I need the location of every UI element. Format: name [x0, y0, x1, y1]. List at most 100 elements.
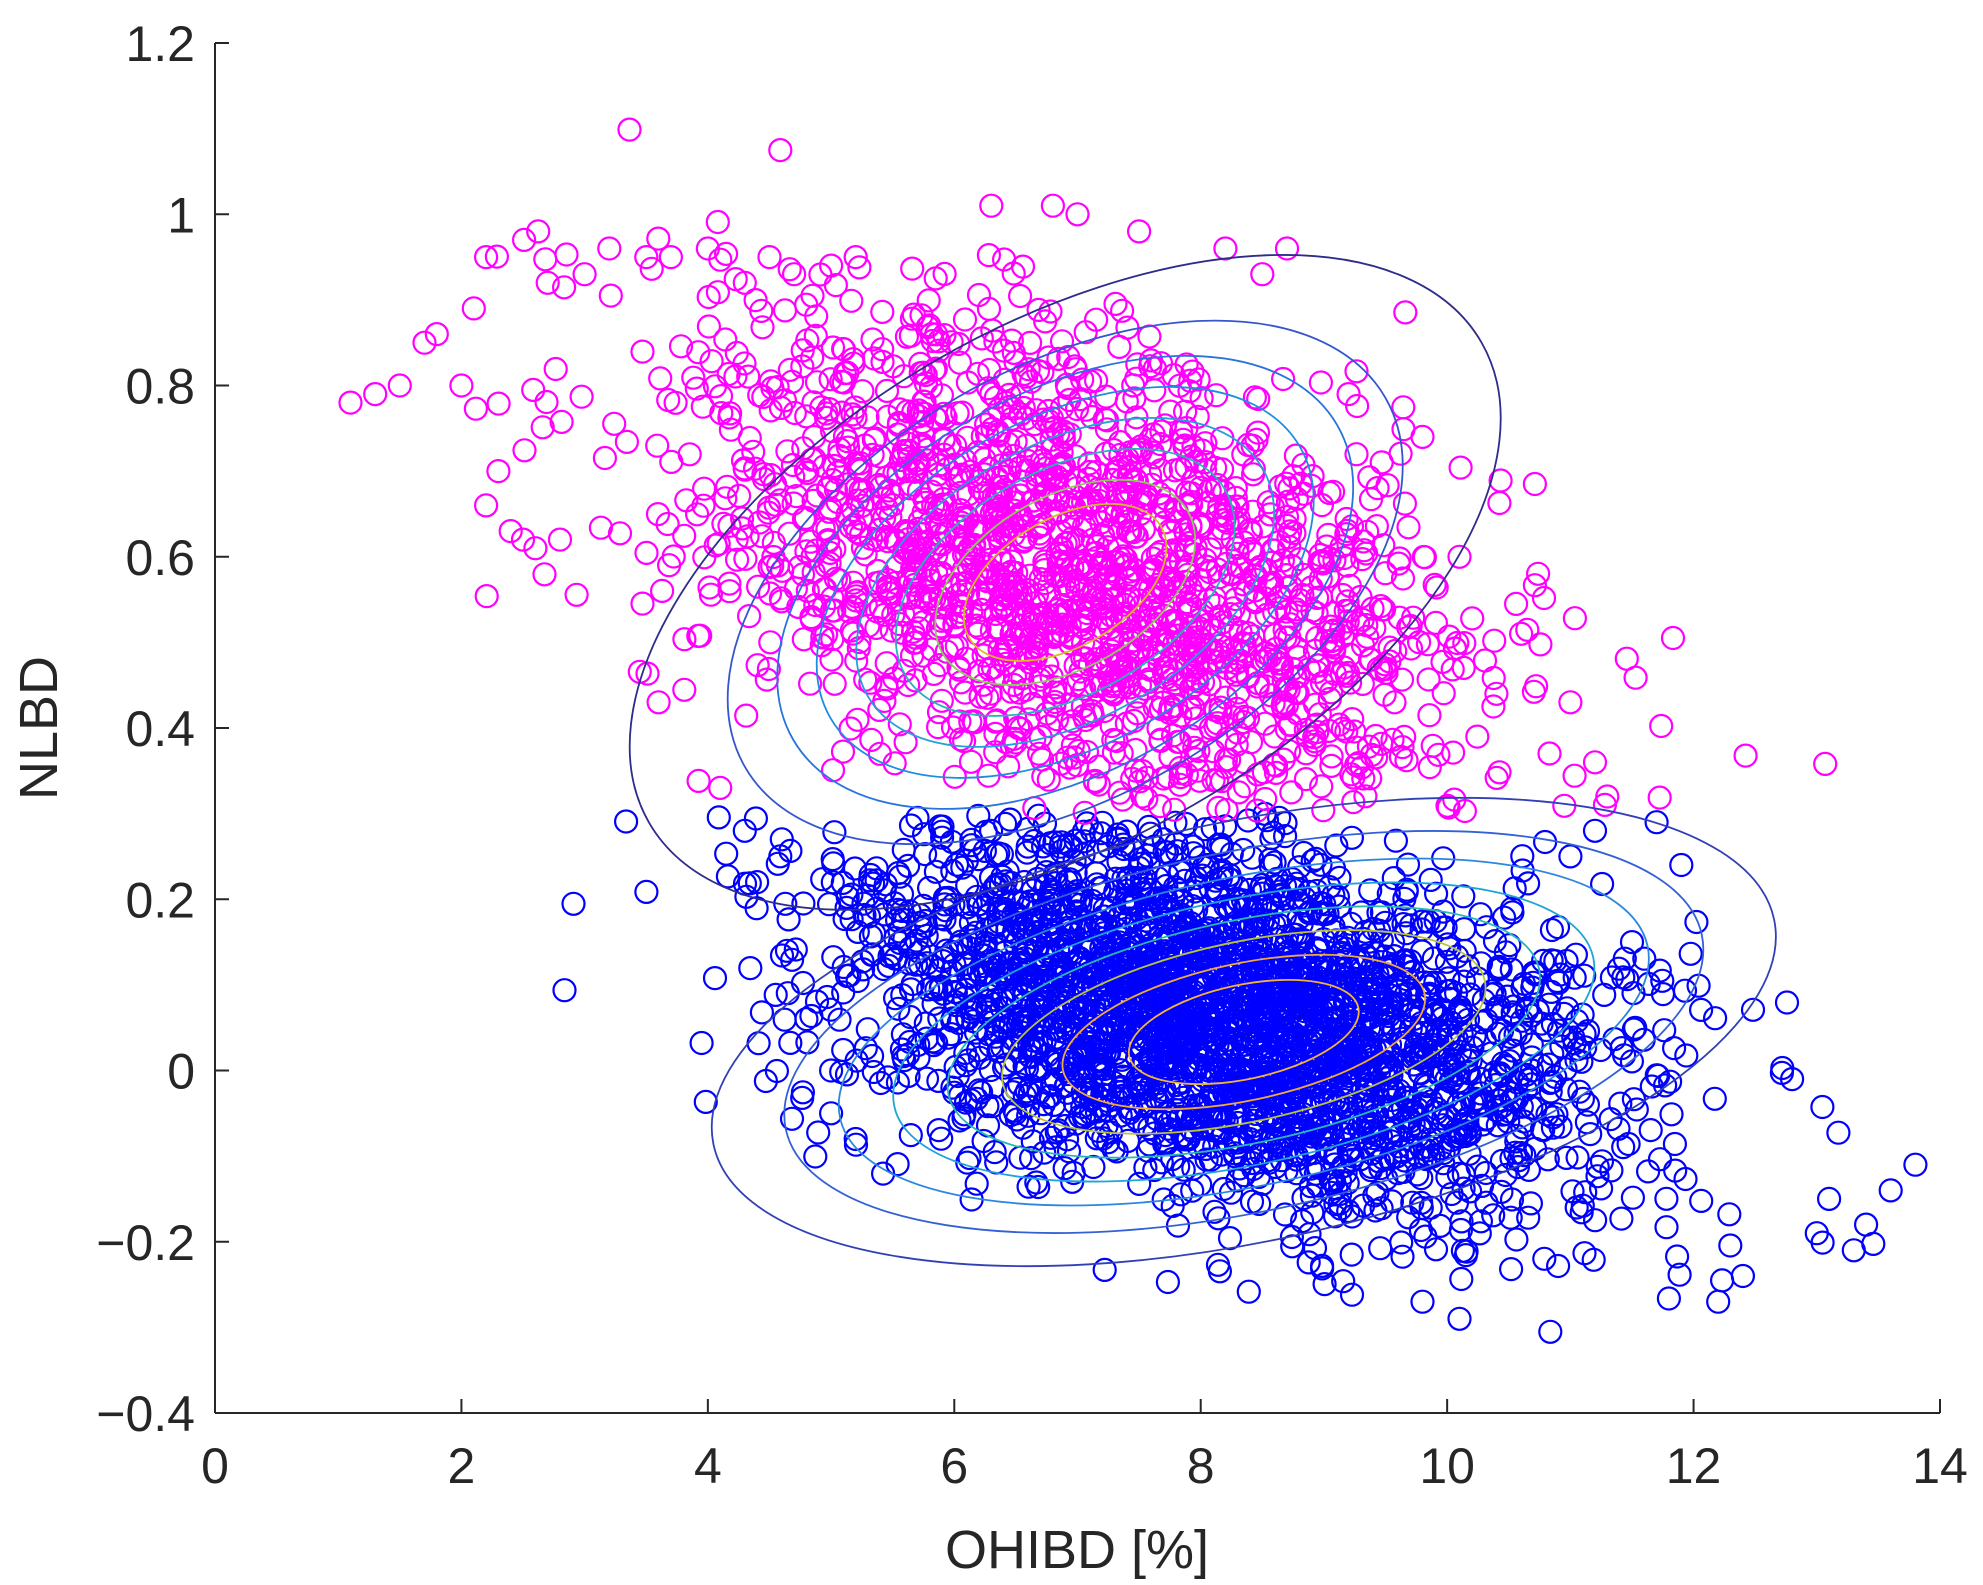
contour-lower-level-6: [837, 857, 1650, 1207]
point-lower-cluster-outlier: [1669, 852, 1694, 878]
point-upper-cluster: [1304, 585, 1330, 611]
point-lower-cluster: [1154, 840, 1180, 865]
point-upper-cluster: [844, 584, 869, 609]
point-lower-cluster: [1024, 1170, 1049, 1195]
point-lower-cluster: [1076, 991, 1102, 1016]
point-lower-cluster: [1573, 1180, 1598, 1205]
point-upper-cluster: [838, 716, 863, 741]
point-lower-cluster: [1572, 963, 1597, 988]
point-lower-cluster: [1718, 1233, 1743, 1258]
point-lower-cluster: [851, 891, 876, 916]
point-upper-cluster: [1391, 395, 1416, 420]
point-upper-cluster: [1277, 534, 1302, 559]
point-upper-cluster: [1353, 541, 1379, 566]
point-upper-cluster: [1197, 672, 1222, 697]
point-upper-cluster: [1085, 476, 1111, 501]
point-lower-cluster: [1263, 1060, 1288, 1085]
point-lower-cluster: [1269, 981, 1294, 1007]
point-upper-cluster: [791, 627, 816, 652]
point-upper-cluster: [1208, 695, 1233, 720]
point-lower-cluster: [891, 837, 916, 863]
x-axis-ticks: 0 2 4 6 8 10 12 14: [201, 1399, 1968, 1494]
point-lower-cluster: [1256, 1034, 1281, 1059]
point-upper-cluster: [1232, 632, 1257, 657]
point-lower-cluster: [689, 1030, 714, 1056]
point-upper-cluster: [1032, 549, 1057, 574]
point-upper-cluster: [899, 306, 925, 331]
point-upper-cluster: [870, 349, 895, 374]
point-lower-cluster: [1350, 926, 1376, 951]
point-upper-cluster: [911, 360, 936, 385]
point-lower-cluster: [1509, 1061, 1534, 1087]
point-lower-cluster: [1164, 1072, 1189, 1098]
point-lower-cluster: [1007, 1072, 1032, 1097]
point-upper-cluster: [777, 257, 802, 282]
point-lower-cluster: [897, 899, 922, 924]
point-lower-cluster: [1490, 1102, 1515, 1127]
point-lower-cluster: [1182, 879, 1207, 904]
point-upper-cluster: [802, 446, 827, 471]
point-upper-cluster: [1253, 674, 1278, 699]
y-tick-label: −0.2: [96, 1215, 195, 1271]
point-upper-cluster: [801, 390, 826, 415]
point-upper-cluster: [1174, 416, 1199, 441]
point-lower-cluster: [1491, 905, 1517, 930]
point-lower-cluster: [1284, 1161, 1309, 1186]
point-lower-cluster: [1071, 1035, 1097, 1060]
point-upper-cluster: [991, 247, 1017, 272]
point-lower-cluster: [1252, 1062, 1277, 1087]
point-lower-cluster: [1472, 1028, 1497, 1053]
point-upper-cluster: [745, 653, 770, 678]
point-lower-cluster: [964, 1171, 989, 1196]
point-upper-cluster-outlier: [474, 493, 499, 518]
point-lower-cluster: [1096, 1130, 1121, 1155]
point-upper-cluster: [533, 247, 558, 272]
x-tick-label: 8: [1187, 1438, 1215, 1494]
point-upper-cluster-outlier: [634, 245, 659, 270]
point-lower-cluster: [1546, 1018, 1572, 1043]
point-upper-cluster: [1417, 703, 1442, 728]
point-upper-cluster: [813, 622, 839, 647]
point-lower-cluster: [1232, 1004, 1258, 1029]
point-upper-cluster: [1121, 708, 1147, 734]
point-upper-cluster: [975, 685, 1000, 710]
point-lower-cluster: [1186, 1134, 1211, 1160]
point-upper-cluster: [1026, 297, 1051, 322]
point-lower-cluster: [1543, 948, 1568, 974]
point-upper-cluster: [530, 415, 555, 440]
point-upper-cluster: [870, 299, 895, 324]
point-lower-cluster: [1572, 1241, 1597, 1266]
point-upper-cluster: [1660, 625, 1686, 651]
point-upper-cluster: [1263, 760, 1289, 786]
point-upper-cluster: [933, 492, 958, 517]
point-lower-cluster: [1184, 1110, 1209, 1135]
point-lower-cluster: [871, 956, 896, 982]
point-upper-cluster: [1225, 637, 1251, 663]
point-upper-cluster: [1291, 481, 1317, 506]
point-upper-cluster: [1145, 542, 1171, 567]
point-upper-cluster: [1026, 741, 1052, 766]
point-lower-cluster: [1639, 1074, 1664, 1099]
point-lower-cluster: [1514, 998, 1539, 1024]
point-upper-cluster-outlier: [486, 459, 511, 484]
point-upper-cluster: [904, 630, 929, 655]
point-lower-cluster: [947, 1108, 972, 1133]
point-lower-cluster-outlier: [1619, 929, 1645, 955]
point-lower-cluster: [1589, 1149, 1615, 1174]
point-lower-cluster: [1252, 982, 1277, 1007]
point-upper-cluster-outlier: [818, 253, 844, 278]
point-upper-cluster: [947, 657, 972, 682]
point-upper-cluster-outlier: [646, 690, 671, 715]
point-upper-cluster: [1331, 655, 1357, 680]
point-lower-cluster: [1689, 1188, 1714, 1214]
point-upper-cluster: [898, 585, 923, 611]
point-lower-cluster: [1079, 1088, 1104, 1113]
point-lower-cluster: [1540, 1069, 1565, 1095]
point-upper-cluster: [1254, 646, 1279, 671]
point-lower-cluster: [1031, 1091, 1056, 1117]
point-lower-cluster: [952, 1102, 977, 1127]
point-upper-cluster: [1319, 753, 1344, 779]
point-lower-cluster: [1124, 865, 1149, 891]
point-lower-cluster: [842, 856, 868, 881]
point-lower-cluster: [1160, 995, 1185, 1020]
